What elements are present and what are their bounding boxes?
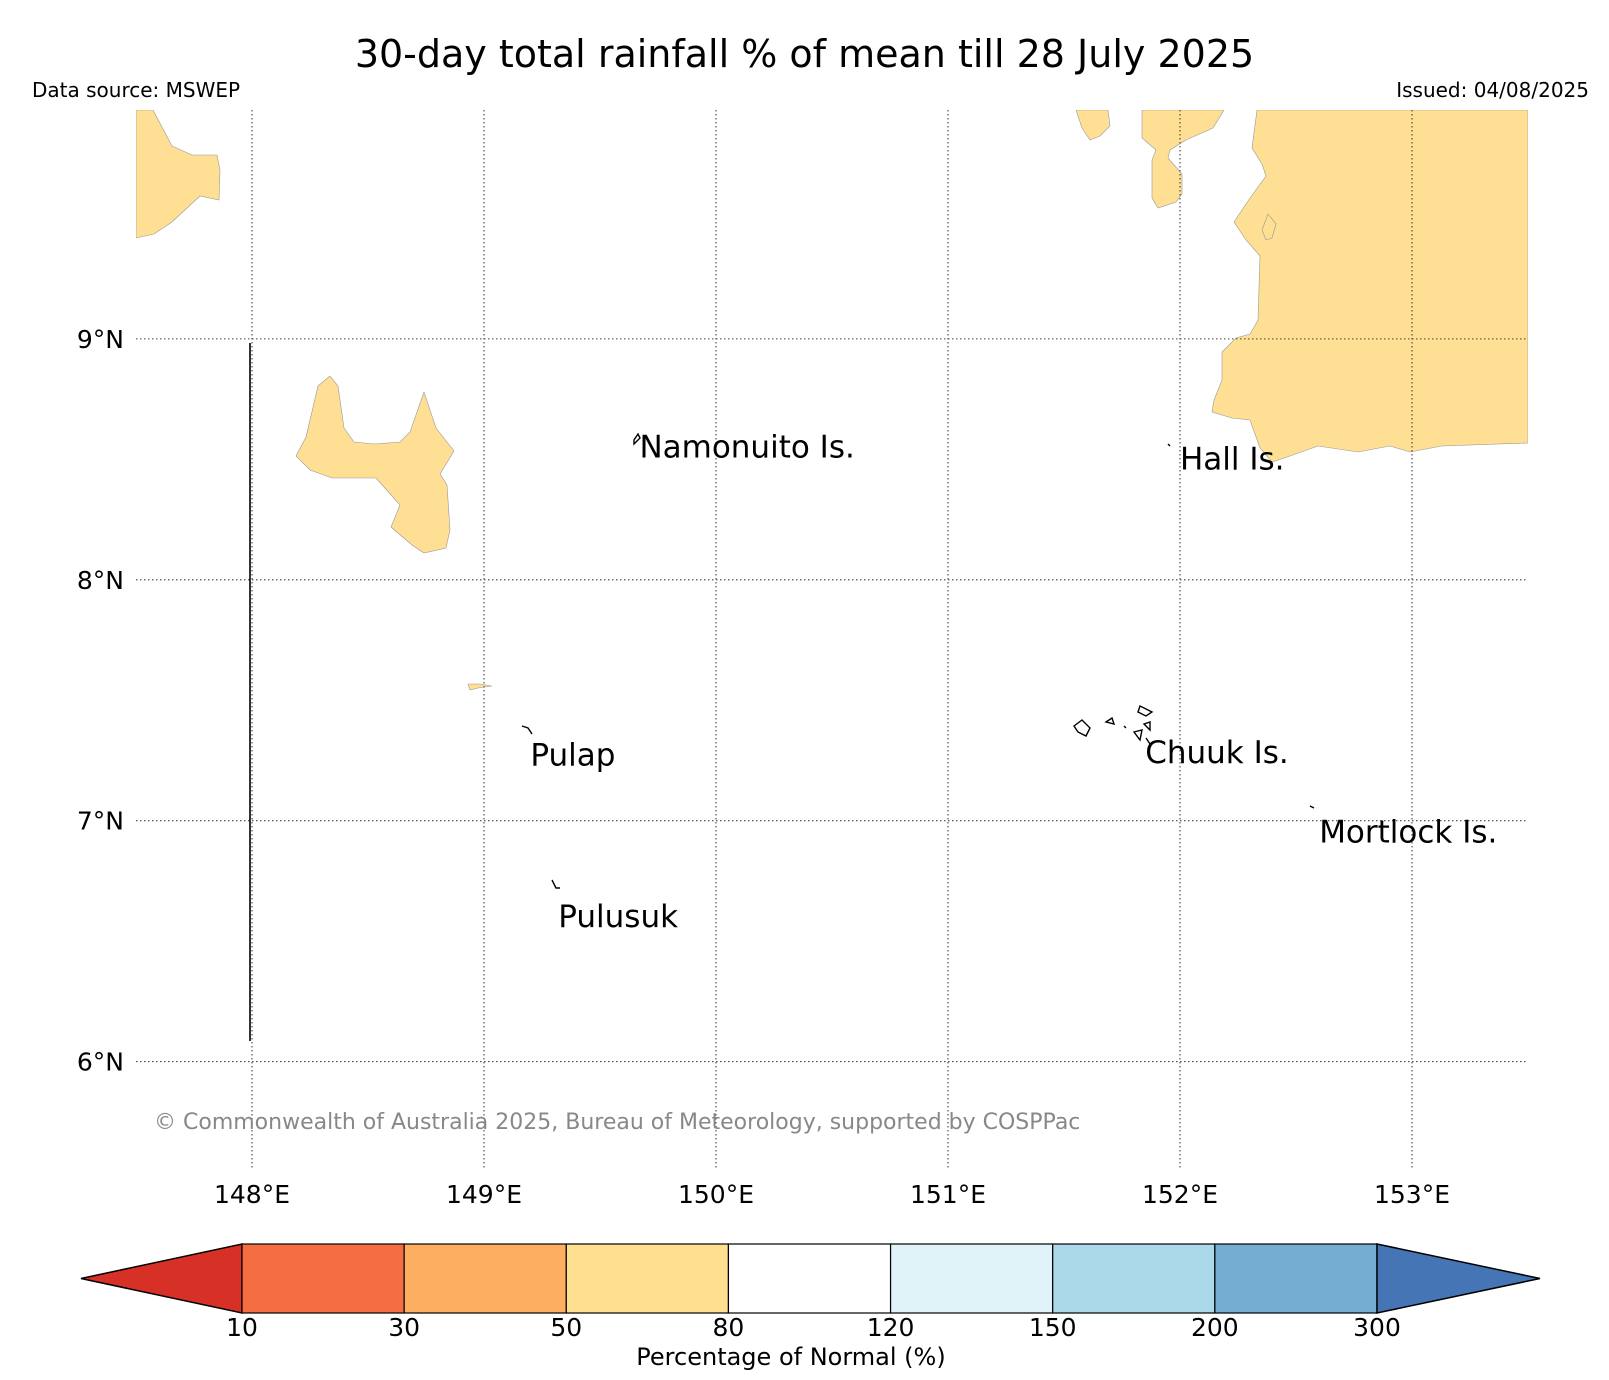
colorbar: 10 30 50 80 120 150 200 300: [80, 1243, 1541, 1342]
shaded-region-islet: [467, 683, 493, 691]
colorbar-tick-label: 200: [1191, 1313, 1239, 1342]
place-label: Namonuito Is.: [639, 429, 854, 465]
place-label: Pulusuk: [558, 899, 678, 935]
lon-tick-label: 150°E: [678, 1180, 754, 1209]
shaded-region-west: [295, 375, 455, 554]
lon-tick-label: 153°E: [1374, 1180, 1450, 1209]
latitude-labels: 9°N 8°N 7°N 6°N: [77, 325, 124, 1077]
issued-date: Issued: 04/08/2025: [1396, 78, 1589, 102]
place-label: Mortlock Is.: [1319, 815, 1497, 851]
shaded-region-north-2: [1141, 110, 1225, 209]
lat-tick-label: 7°N: [77, 807, 124, 836]
longitude-labels: 148°E 149°E 150°E 151°E 152°E 153°E: [214, 1180, 1450, 1209]
colorbar-tick-label: 120: [867, 1313, 915, 1342]
colorbar-segment: [1214, 1243, 1378, 1314]
colorbar-segment: [889, 1243, 1054, 1314]
lon-tick-label: 151°E: [910, 1180, 986, 1209]
chuuk-islands-outline: [1073, 705, 1154, 745]
place-label: Chuuk Is.: [1145, 735, 1289, 771]
place-label: Hall Is.: [1180, 441, 1285, 477]
shaded-region-north-1: [1075, 110, 1111, 141]
colorbar-segment: [241, 1243, 405, 1314]
colorbar-tick-label: 150: [1029, 1313, 1077, 1342]
map-grid: [136, 110, 1528, 1170]
map-title: 30-day total rainfall % of mean till 28 …: [354, 32, 1255, 76]
colorbar-tick-label: 80: [713, 1313, 745, 1342]
shaded-region-northeast: [1211, 110, 1528, 463]
pulusuk-outline: [551, 879, 560, 889]
place-labels: Namonuito Is. Hall Is. Pulap Chuuk Is. Mortl…: [530, 429, 1497, 935]
colorbar-tick-label: 30: [388, 1313, 420, 1342]
colorbar-tick-label: 300: [1353, 1313, 1401, 1342]
pulap-outline: [521, 725, 533, 735]
hall-islands-outline: [1167, 443, 1171, 447]
copyright-notice: © Commonwealth of Australia 2025, Bureau…: [154, 1110, 1080, 1135]
place-label: Pulap: [530, 738, 615, 774]
lon-tick-label: 148°E: [214, 1180, 290, 1209]
island-outlines: [521, 432, 1315, 889]
colorbar-segment: [403, 1243, 567, 1314]
colorbar-label: Percentage of Normal (%): [636, 1343, 945, 1371]
shaded-region-northwest: [136, 110, 221, 239]
colorbar-segment: [727, 1243, 892, 1314]
colorbar-extend-low: [80, 1243, 243, 1314]
lat-tick-label: 6°N: [77, 1048, 124, 1077]
mortlock-islands-outline: [1309, 805, 1315, 809]
data-source: Data source: MSWEP: [32, 78, 241, 102]
colorbar-extend-high: [1376, 1243, 1541, 1314]
lon-tick-label: 149°E: [446, 1180, 522, 1209]
shaded-regions: [136, 110, 1528, 691]
colorbar-tick-label: 10: [226, 1313, 258, 1342]
colorbar-tick-label: 50: [550, 1313, 582, 1342]
namonuito-islands-outline: [633, 432, 641, 446]
colorbar-segment: [1052, 1243, 1216, 1314]
colorbar-segment: [565, 1243, 730, 1314]
lon-tick-label: 152°E: [1142, 1180, 1218, 1209]
lat-tick-label: 8°N: [77, 566, 124, 595]
lat-tick-label: 9°N: [77, 325, 124, 354]
